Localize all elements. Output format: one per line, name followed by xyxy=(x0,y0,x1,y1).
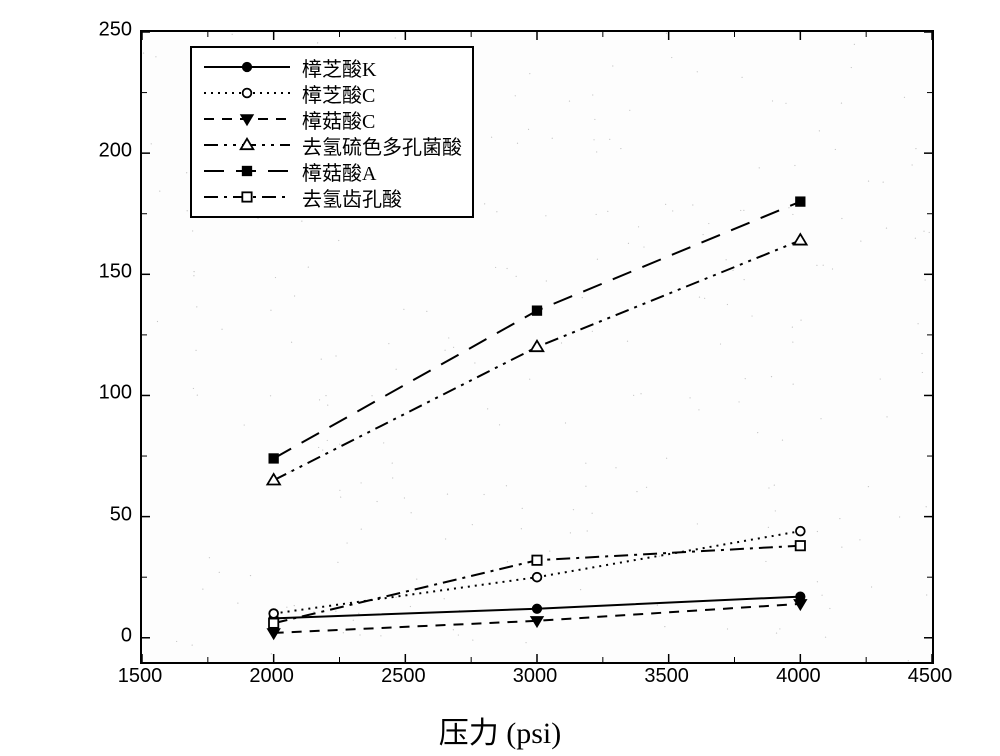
x-tick-label: 2500 xyxy=(381,665,426,688)
x-tick-label: 4500 xyxy=(908,665,953,688)
legend-swatch xyxy=(202,54,292,80)
y-tick-label: 100 xyxy=(99,382,132,405)
x-tick-label: 2000 xyxy=(249,665,294,688)
legend-item-de: 去氢齿孔酸 xyxy=(202,184,462,210)
legend-item-ma: 樟菇酸A xyxy=(202,158,462,184)
y-tick-label: 200 xyxy=(99,140,132,163)
x-tick-label: 1500 xyxy=(118,665,163,688)
legend-label: 去氢齿孔酸 xyxy=(302,183,402,212)
y-tick-label: 150 xyxy=(99,261,132,284)
y-tick-label: 250 xyxy=(99,19,132,42)
legend-label: 樟芝酸C xyxy=(302,79,375,108)
y-tick-label: 50 xyxy=(110,503,132,526)
legend-label: 樟菇酸C xyxy=(302,105,375,134)
x-tick-label: 3000 xyxy=(513,665,558,688)
legend-swatch xyxy=(202,158,292,184)
legend-box: 樟芝酸K樟芝酸C樟菇酸C去氢硫色多孔菌酸樟菇酸A去氢齿孔酸 xyxy=(190,46,474,218)
series-ma xyxy=(269,197,805,463)
y-tick-label: 0 xyxy=(121,624,132,647)
legend-label: 去氢硫色多孔菌酸 xyxy=(302,131,462,160)
legend-swatch xyxy=(202,184,292,210)
legend-swatch xyxy=(202,106,292,132)
legend-item-ds: 去氢硫色多孔菌酸 xyxy=(202,132,462,158)
legend-swatch xyxy=(202,80,292,106)
chart-figure: 牛樟芝三萜类成分分离效率 樟芝酸K樟芝酸C樟菇酸C去氢硫色多孔菌酸樟菇酸A去氢齿… xyxy=(0,0,1000,756)
legend-label: 樟芝酸K xyxy=(302,53,376,82)
legend-label: 樟菇酸A xyxy=(302,157,376,186)
legend-swatch xyxy=(202,132,292,158)
series-ds xyxy=(267,234,806,484)
legend-item-c: 樟芝酸C xyxy=(202,80,462,106)
x-tick-label: 4000 xyxy=(776,665,821,688)
x-axis-label: 压力 (psi) xyxy=(439,708,562,752)
x-tick-label: 3500 xyxy=(644,665,689,688)
x-axis-label-text: 压力 (psi) xyxy=(439,717,562,750)
legend-item-mc: 樟菇酸C xyxy=(202,106,462,132)
legend-item-k: 樟芝酸K xyxy=(202,54,462,80)
